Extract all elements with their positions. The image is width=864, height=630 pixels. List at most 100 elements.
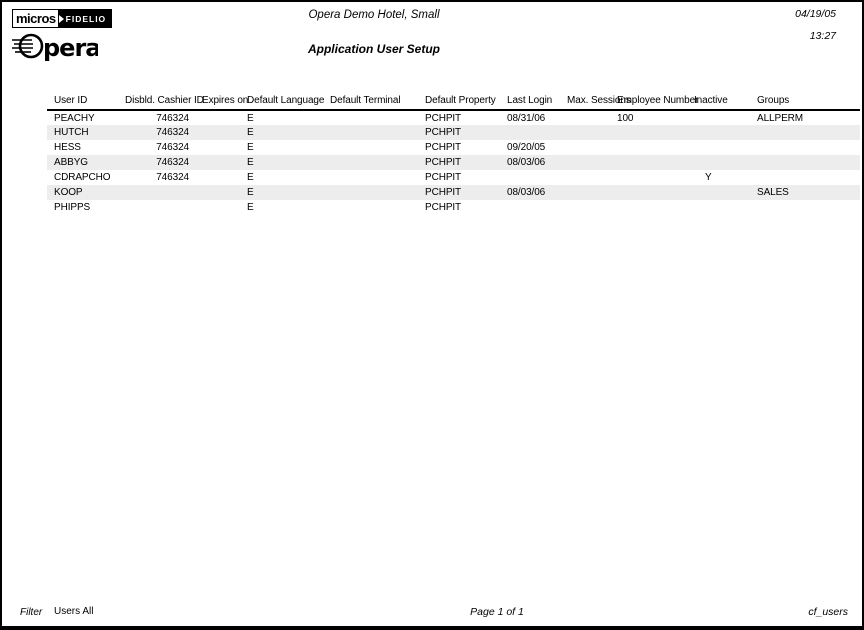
- col-header-user-id: User ID: [47, 95, 118, 111]
- opera-logo: pera: [12, 31, 112, 68]
- col-header-expires-on: Expires on: [195, 95, 248, 111]
- col-header-cashier-id: Disbld. Cashier ID: [118, 95, 204, 111]
- table-cell: [560, 185, 610, 200]
- table-row: HESS 746324 E PCHPIT 09/20/05: [47, 140, 860, 155]
- table-cell: [610, 170, 687, 185]
- table-cell: [610, 140, 687, 155]
- table-cell: CDRAPCHO: [54, 172, 111, 183]
- col-header-inactive: Inactive: [687, 95, 750, 111]
- table-cell: [323, 200, 418, 215]
- table-cell: [610, 155, 687, 170]
- col-header-employee-number: Employee Number: [610, 95, 698, 111]
- filter-value: Users All: [54, 606, 94, 617]
- table-cell: [687, 200, 750, 215]
- table-cell: 746324: [118, 155, 195, 170]
- table-cell: [560, 140, 610, 155]
- table-cell: [560, 110, 610, 125]
- table-cell: 100: [617, 112, 634, 124]
- opera-o-icon: pera: [12, 33, 102, 62]
- micros-wordmark: micros: [13, 10, 58, 27]
- table-cell: PCHPIT: [425, 142, 462, 153]
- table-cell: [560, 200, 610, 215]
- table-cell: [195, 200, 240, 215]
- table-cell: [500, 125, 560, 140]
- table-cell: [500, 170, 560, 185]
- table-cell: [687, 185, 750, 200]
- table-cell: PCHPIT: [418, 125, 500, 140]
- table-row: CDRAPCHO 746324 E PCHPIT Y: [47, 170, 860, 185]
- table-cell: 08/03/06: [500, 155, 560, 170]
- table-cell: Y: [705, 172, 712, 183]
- col-header-last-login: Last Login: [500, 95, 560, 111]
- table-cell: 08/31/06: [507, 112, 546, 124]
- brand-logos: micros FIDELIO pera: [12, 9, 113, 68]
- table-cell: E: [240, 155, 323, 170]
- table-cell: [610, 185, 687, 200]
- arrow-right-icon: [58, 14, 64, 23]
- table-cell: [750, 170, 860, 185]
- table-cell: PEACHY: [54, 112, 95, 124]
- table-cell: ABBYG: [47, 155, 118, 170]
- table-row: PHIPPS E PCHPIT: [47, 200, 860, 215]
- user-setup-table: User ID Disbld. Cashier ID Expires on De…: [47, 95, 860, 215]
- table-cell: [323, 155, 418, 170]
- table-cell: 746324: [156, 142, 189, 153]
- table-cell: 746324: [156, 112, 189, 124]
- page-number: Page 1 of 1: [470, 606, 524, 618]
- table-cell: PCHPIT: [425, 112, 462, 124]
- table-cell: [195, 140, 240, 155]
- table-cell: [323, 125, 418, 140]
- table-cell: [323, 170, 418, 185]
- opera-wordmark: pera: [43, 34, 98, 62]
- table-cell: [323, 110, 418, 125]
- col-header-default-terminal: Default Terminal: [323, 95, 418, 111]
- table-cell: PCHPIT: [425, 202, 462, 213]
- table-cell: KOOP: [47, 185, 118, 200]
- table-cell: [195, 155, 240, 170]
- table-row: KOOP E PCHPIT 08/03/06 SALES: [47, 185, 860, 200]
- col-header-groups: Groups: [750, 95, 860, 111]
- table-header-row: User ID Disbld. Cashier ID Expires on De…: [47, 95, 860, 111]
- table-cell: ALLPERM: [757, 112, 803, 124]
- col-header-max-sessions: Max. Sessions: [560, 95, 631, 111]
- table-cell: E: [247, 172, 254, 183]
- hotel-name-title: Opera Demo Hotel, Small: [308, 9, 440, 21]
- report-time: 13:27: [809, 30, 836, 42]
- table-cell: [610, 200, 687, 215]
- table-cell: PCHPIT: [418, 155, 500, 170]
- table-cell: SALES: [750, 185, 860, 200]
- table-cell: E: [247, 142, 254, 153]
- table-row: PEACHY 746324 E PCHPIT 08/31/06 100 ALLP…: [47, 110, 860, 125]
- table-cell: E: [240, 185, 323, 200]
- table-cell: [750, 140, 860, 155]
- table-cell: [687, 155, 750, 170]
- table-cell: E: [247, 112, 254, 124]
- table-cell: [687, 140, 750, 155]
- table-cell: [560, 125, 610, 140]
- table-cell: 746324: [118, 125, 195, 140]
- table-cell: 746324: [156, 172, 189, 183]
- table-cell: 09/20/05: [507, 142, 546, 153]
- table-row: HUTCH 746324 E PCHPIT: [47, 125, 860, 140]
- table-cell: [750, 155, 860, 170]
- report-date: 04/19/05: [795, 8, 836, 20]
- table-cell: PHIPPS: [54, 202, 91, 213]
- table-cell: HUTCH: [47, 125, 118, 140]
- table-cell: E: [247, 202, 254, 213]
- fidelio-wordmark: FIDELIO: [65, 13, 107, 24]
- table-cell: [195, 125, 240, 140]
- table-cell: [195, 185, 240, 200]
- table-cell: [610, 125, 687, 140]
- table-cell: [560, 155, 610, 170]
- micros-fidelio-logo: micros FIDELIO: [12, 9, 113, 28]
- table-cell: [323, 185, 418, 200]
- table-cell: [750, 200, 860, 215]
- table-cell: [687, 125, 750, 140]
- table-cell: 08/03/06: [500, 185, 560, 200]
- table-cell: [118, 200, 195, 215]
- filter-label: Filter: [20, 607, 43, 618]
- table-cell: [118, 185, 195, 200]
- table-cell: [195, 170, 240, 185]
- table-cell: [195, 110, 240, 125]
